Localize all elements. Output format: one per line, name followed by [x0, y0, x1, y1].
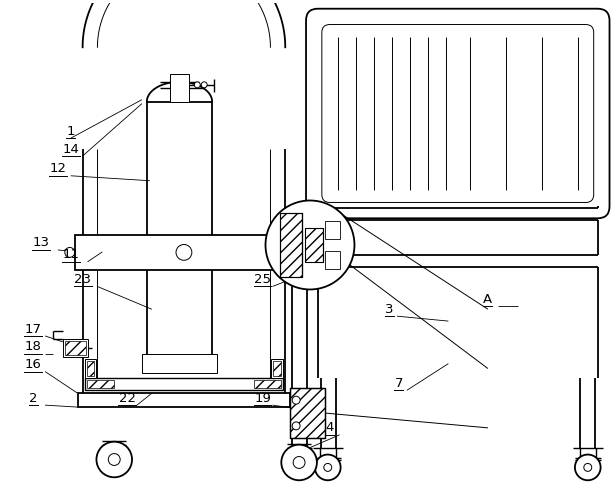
Text: 22: 22 [119, 392, 136, 405]
Text: 18: 18 [25, 340, 42, 353]
Bar [325, 251, 339, 269]
Text: 13: 13 [33, 237, 49, 249]
Circle shape [97, 442, 132, 477]
Circle shape [575, 454, 601, 480]
Circle shape [584, 464, 592, 471]
Bar [272, 359, 283, 379]
Bar [63, 339, 87, 357]
Text: 3: 3 [385, 303, 393, 316]
Bar [84, 359, 97, 379]
Text: A: A [484, 293, 492, 306]
Text: 17: 17 [25, 323, 42, 335]
Bar [290, 388, 325, 438]
Bar [169, 74, 189, 102]
Circle shape [293, 456, 305, 469]
Circle shape [292, 422, 300, 430]
Circle shape [315, 454, 341, 480]
Text: 25: 25 [254, 273, 271, 286]
Bar [147, 102, 212, 364]
Text: 4: 4 [326, 421, 334, 434]
Bar [87, 361, 94, 377]
Text: 16: 16 [25, 358, 42, 371]
Text: 7: 7 [395, 377, 403, 390]
Bar [75, 235, 293, 270]
Text: 19: 19 [254, 392, 271, 405]
Bar [84, 379, 283, 390]
Bar [280, 213, 302, 277]
Bar [280, 213, 302, 277]
Bar [87, 381, 114, 388]
FancyBboxPatch shape [322, 24, 594, 203]
Circle shape [176, 244, 192, 260]
Bar [65, 341, 86, 355]
Circle shape [292, 396, 300, 404]
Bar [325, 221, 339, 239]
Bar [274, 361, 282, 377]
Circle shape [201, 82, 207, 88]
Text: 1: 1 [67, 125, 75, 138]
Bar [142, 354, 217, 374]
FancyBboxPatch shape [306, 9, 609, 218]
Circle shape [108, 453, 120, 466]
Text: 23: 23 [74, 273, 91, 286]
Circle shape [293, 247, 303, 257]
Text: 2: 2 [29, 392, 38, 405]
Text: 14: 14 [62, 142, 79, 156]
Text: 11: 11 [62, 248, 79, 261]
Circle shape [65, 247, 75, 257]
Circle shape [194, 82, 200, 88]
Bar [254, 381, 282, 388]
Bar [305, 228, 323, 262]
Text: 12: 12 [49, 162, 67, 175]
Circle shape [324, 464, 332, 471]
Circle shape [282, 445, 317, 480]
Bar [78, 393, 290, 407]
Circle shape [265, 201, 354, 290]
Bar [290, 388, 325, 438]
